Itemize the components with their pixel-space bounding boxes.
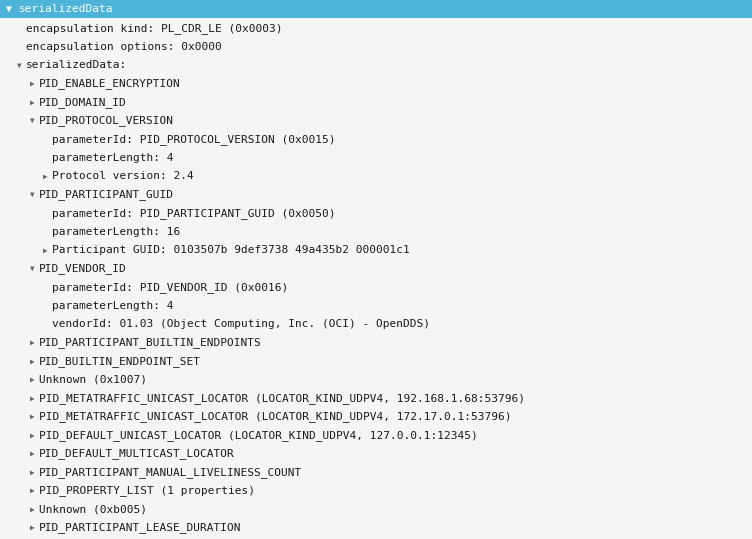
Text: ▶: ▶ bbox=[30, 431, 35, 440]
Text: ▶: ▶ bbox=[43, 246, 47, 254]
Text: parameterId: PID_PARTICIPANT_GUID (0x0050): parameterId: PID_PARTICIPANT_GUID (0x005… bbox=[52, 208, 335, 219]
Text: Unknown (0xb005): Unknown (0xb005) bbox=[39, 504, 147, 514]
Text: parameterLength: 16: parameterLength: 16 bbox=[52, 227, 180, 237]
Text: encapsulation options: 0x0000: encapsulation options: 0x0000 bbox=[26, 42, 222, 52]
Text: ▶: ▶ bbox=[43, 172, 47, 181]
Bar bbox=[0, 0, 752, 18]
Text: ▼: ▼ bbox=[30, 116, 35, 125]
Text: parameterLength: 4: parameterLength: 4 bbox=[52, 301, 174, 310]
Text: PID_PARTICIPANT_GUID: PID_PARTICIPANT_GUID bbox=[39, 189, 174, 200]
Text: parameterId: PID_PROTOCOL_VERSION (0x0015): parameterId: PID_PROTOCOL_VERSION (0x001… bbox=[52, 134, 335, 144]
Text: PID_PROPERTY_LIST (1 properties): PID_PROPERTY_LIST (1 properties) bbox=[39, 485, 255, 496]
Text: ▶: ▶ bbox=[30, 505, 35, 514]
Text: ▶: ▶ bbox=[30, 468, 35, 476]
Text: ▼: ▼ bbox=[30, 190, 35, 199]
Text: PID_ENABLE_ENCRYPTION: PID_ENABLE_ENCRYPTION bbox=[39, 78, 180, 89]
Text: PID_METATRAFFIC_UNICAST_LOCATOR (LOCATOR_KIND_UDPV4, 192.168.1.68:53796): PID_METATRAFFIC_UNICAST_LOCATOR (LOCATOR… bbox=[39, 393, 525, 404]
Text: PID_DEFAULT_UNICAST_LOCATOR (LOCATOR_KIND_UDPV4, 127.0.0.1:12345): PID_DEFAULT_UNICAST_LOCATOR (LOCATOR_KIN… bbox=[39, 430, 478, 440]
Text: ▶: ▶ bbox=[30, 98, 35, 107]
Text: PID_PARTICIPANT_MANUAL_LIVELINESS_COUNT: PID_PARTICIPANT_MANUAL_LIVELINESS_COUNT bbox=[39, 467, 302, 478]
Text: PID_PROTOCOL_VERSION: PID_PROTOCOL_VERSION bbox=[39, 115, 174, 126]
Text: serializedData:: serializedData: bbox=[26, 60, 127, 70]
Text: PID_BUILTIN_ENDPOINT_SET: PID_BUILTIN_ENDPOINT_SET bbox=[39, 356, 201, 367]
Text: PID_DOMAIN_ID: PID_DOMAIN_ID bbox=[39, 96, 127, 108]
Text: ▼: ▼ bbox=[6, 4, 12, 14]
Text: PID_METATRAFFIC_UNICAST_LOCATOR (LOCATOR_KIND_UDPV4, 172.17.0.1:53796): PID_METATRAFFIC_UNICAST_LOCATOR (LOCATOR… bbox=[39, 411, 511, 422]
Text: ▼: ▼ bbox=[30, 264, 35, 273]
Text: PID_PARTICIPANT_BUILTIN_ENDPOINTS: PID_PARTICIPANT_BUILTIN_ENDPOINTS bbox=[39, 337, 262, 348]
Text: ▶: ▶ bbox=[30, 486, 35, 495]
Text: parameterLength: 4: parameterLength: 4 bbox=[52, 153, 174, 163]
Text: PID_VENDOR_ID: PID_VENDOR_ID bbox=[39, 263, 127, 274]
Text: ▶: ▶ bbox=[30, 412, 35, 421]
Text: parameterId: PID_VENDOR_ID (0x0016): parameterId: PID_VENDOR_ID (0x0016) bbox=[52, 282, 288, 293]
Text: ▶: ▶ bbox=[30, 523, 35, 532]
Text: ▶: ▶ bbox=[30, 449, 35, 458]
Text: Participant GUID: 0103507b 9def3738 49a435b2 000001c1: Participant GUID: 0103507b 9def3738 49a4… bbox=[52, 245, 410, 255]
Text: encapsulation kind: PL_CDR_LE (0x0003): encapsulation kind: PL_CDR_LE (0x0003) bbox=[26, 23, 283, 33]
Text: Unknown (0x1007): Unknown (0x1007) bbox=[39, 375, 147, 385]
Text: ▶: ▶ bbox=[30, 393, 35, 403]
Text: ▶: ▶ bbox=[30, 375, 35, 384]
Text: Protocol version: 2.4: Protocol version: 2.4 bbox=[52, 171, 194, 181]
Text: ▶: ▶ bbox=[30, 79, 35, 88]
Text: serializedData: serializedData bbox=[19, 4, 114, 14]
Text: ▶: ▶ bbox=[30, 357, 35, 365]
Text: ▼: ▼ bbox=[17, 61, 22, 70]
Text: PID_DEFAULT_MULTICAST_LOCATOR: PID_DEFAULT_MULTICAST_LOCATOR bbox=[39, 448, 235, 459]
Text: vendorId: 01.03 (Object Computing, Inc. (OCI) - OpenDDS): vendorId: 01.03 (Object Computing, Inc. … bbox=[52, 319, 430, 329]
Text: ▶: ▶ bbox=[30, 338, 35, 347]
Text: PID_PARTICIPANT_LEASE_DURATION: PID_PARTICIPANT_LEASE_DURATION bbox=[39, 522, 241, 533]
